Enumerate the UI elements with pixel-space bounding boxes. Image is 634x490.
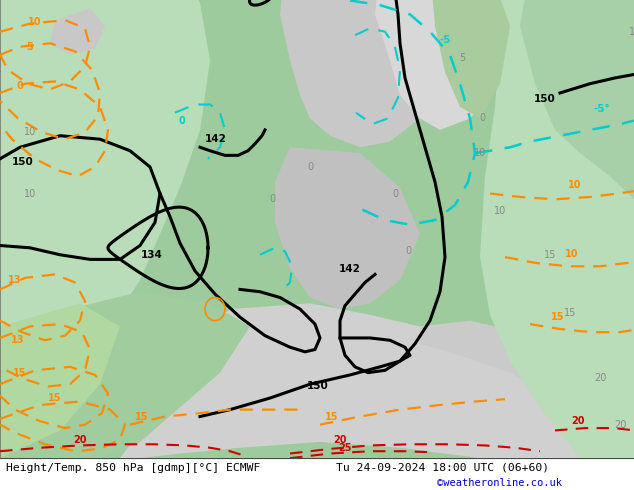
- Text: 150: 150: [307, 382, 329, 392]
- Text: 10: 10: [474, 148, 486, 158]
- Text: 20: 20: [594, 373, 606, 383]
- Text: 20: 20: [74, 435, 87, 444]
- Text: 15: 15: [551, 312, 565, 322]
- Polygon shape: [275, 147, 420, 309]
- Text: 142: 142: [339, 264, 361, 273]
- Text: 0: 0: [16, 81, 23, 91]
- Text: 10: 10: [24, 127, 36, 137]
- Text: 5: 5: [459, 53, 465, 63]
- Text: Height/Temp. 850 hPa [gdmp][°C] ECMWF: Height/Temp. 850 hPa [gdmp][°C] ECMWF: [6, 463, 261, 473]
- Text: 10: 10: [566, 248, 579, 259]
- Polygon shape: [120, 303, 600, 458]
- Text: 15: 15: [564, 308, 576, 318]
- Text: 15: 15: [48, 393, 61, 403]
- Text: -5: -5: [439, 35, 451, 45]
- Text: 150: 150: [12, 157, 34, 167]
- Text: 142: 142: [205, 134, 227, 144]
- Text: 0: 0: [269, 194, 275, 204]
- Text: 5: 5: [27, 42, 34, 52]
- Polygon shape: [480, 0, 634, 458]
- Polygon shape: [420, 320, 580, 407]
- Text: 15: 15: [325, 412, 339, 421]
- Text: 15: 15: [135, 412, 149, 421]
- Text: -5°: -5°: [593, 104, 611, 114]
- Text: 20: 20: [614, 419, 626, 430]
- Polygon shape: [520, 0, 634, 199]
- Text: 10: 10: [494, 206, 506, 216]
- Polygon shape: [375, 0, 520, 130]
- Text: 150: 150: [534, 94, 556, 104]
- Text: 10: 10: [629, 27, 634, 37]
- Text: Tu 24-09-2024 18:00 UTC (06+60): Tu 24-09-2024 18:00 UTC (06+60): [336, 463, 549, 473]
- Text: 134: 134: [141, 250, 163, 260]
- Text: 10: 10: [29, 18, 42, 27]
- Text: 0: 0: [307, 162, 313, 172]
- Text: 0: 0: [392, 189, 398, 198]
- Polygon shape: [280, 0, 460, 147]
- Polygon shape: [430, 0, 510, 119]
- Polygon shape: [0, 303, 120, 458]
- Text: 13: 13: [11, 335, 25, 345]
- Text: 0: 0: [405, 246, 411, 256]
- Text: 25: 25: [339, 443, 352, 453]
- Text: 15: 15: [13, 368, 27, 378]
- Text: ©weatheronline.co.uk: ©weatheronline.co.uk: [437, 478, 562, 488]
- Polygon shape: [50, 9, 105, 55]
- Text: 13: 13: [8, 275, 22, 285]
- Polygon shape: [0, 292, 250, 458]
- Text: 0: 0: [179, 116, 185, 126]
- Text: 10: 10: [568, 180, 582, 191]
- Text: 15: 15: [544, 250, 556, 260]
- Text: 10: 10: [24, 189, 36, 198]
- Text: 0: 0: [479, 113, 485, 123]
- Text: 20: 20: [333, 435, 347, 444]
- Text: 20: 20: [571, 416, 585, 426]
- Polygon shape: [0, 0, 210, 430]
